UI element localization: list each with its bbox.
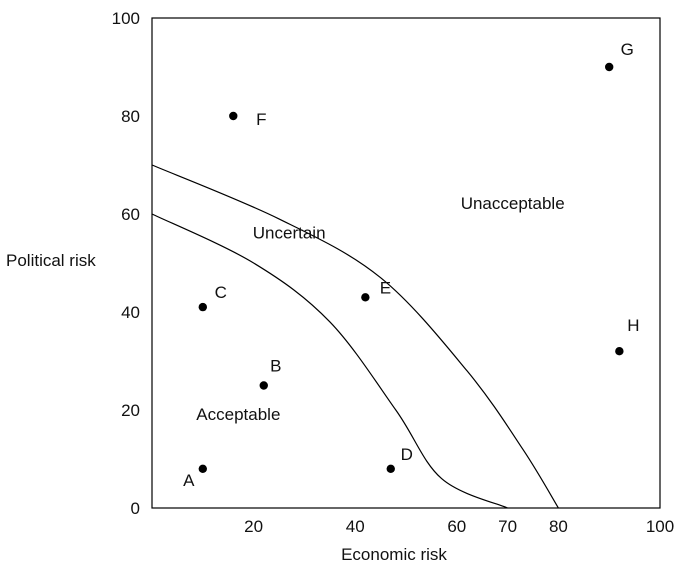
- region-label: Acceptable: [196, 405, 280, 424]
- x-tick-label: 100: [646, 517, 674, 536]
- x-tick-label: 20: [244, 517, 263, 536]
- y-tick-label: 0: [131, 499, 140, 518]
- region-label: Unacceptable: [461, 194, 565, 213]
- plot-frame: [151, 17, 661, 509]
- point-label-e: E: [380, 278, 391, 297]
- y-tick-label: 80: [121, 107, 140, 126]
- point-label-d: D: [401, 445, 413, 464]
- point-marker-f: [229, 111, 238, 121]
- y-axis-label: Political risk: [6, 251, 96, 270]
- point-label-a: A: [183, 471, 195, 490]
- y-tick-label: 60: [121, 205, 140, 224]
- point-label-f: F: [256, 110, 266, 129]
- point-label-b: B: [270, 357, 281, 376]
- boundary-lower: [151, 213, 508, 509]
- x-tick-label: 80: [549, 517, 568, 536]
- region-label: Uncertain: [253, 224, 326, 243]
- y-tick-label: 20: [121, 401, 140, 420]
- boundary-upper: [151, 164, 559, 509]
- y-tick-label: 40: [121, 303, 140, 322]
- point-marker-b: [259, 381, 268, 390]
- region-labels: Unacceptable Uncertain Acceptable: [196, 194, 564, 424]
- point-marker-e: [361, 293, 370, 302]
- x-tick-label: 60: [447, 517, 466, 536]
- point-marker-d: [386, 464, 395, 473]
- point-label-g: G: [621, 40, 634, 59]
- point-marker-a: [198, 464, 207, 473]
- x-tick-label: 70: [498, 517, 517, 536]
- point-label-h: H: [627, 316, 639, 335]
- x-tick-label: 40: [346, 517, 365, 536]
- point-marker-c: [198, 302, 207, 312]
- point-marker-g: [605, 62, 614, 72]
- x-axis-label: Economic risk: [341, 545, 447, 564]
- boundary-curves: [151, 164, 559, 509]
- y-axis-ticks: 0 20 40 60 80 100: [112, 9, 140, 518]
- y-tick-label: 100: [112, 9, 140, 28]
- x-axis-ticks: 20 40 60 70 80 100: [244, 517, 674, 536]
- point-marker-h: [615, 347, 624, 356]
- point-label-c: C: [215, 283, 227, 302]
- data-points: A B C D E F G H: [183, 40, 639, 490]
